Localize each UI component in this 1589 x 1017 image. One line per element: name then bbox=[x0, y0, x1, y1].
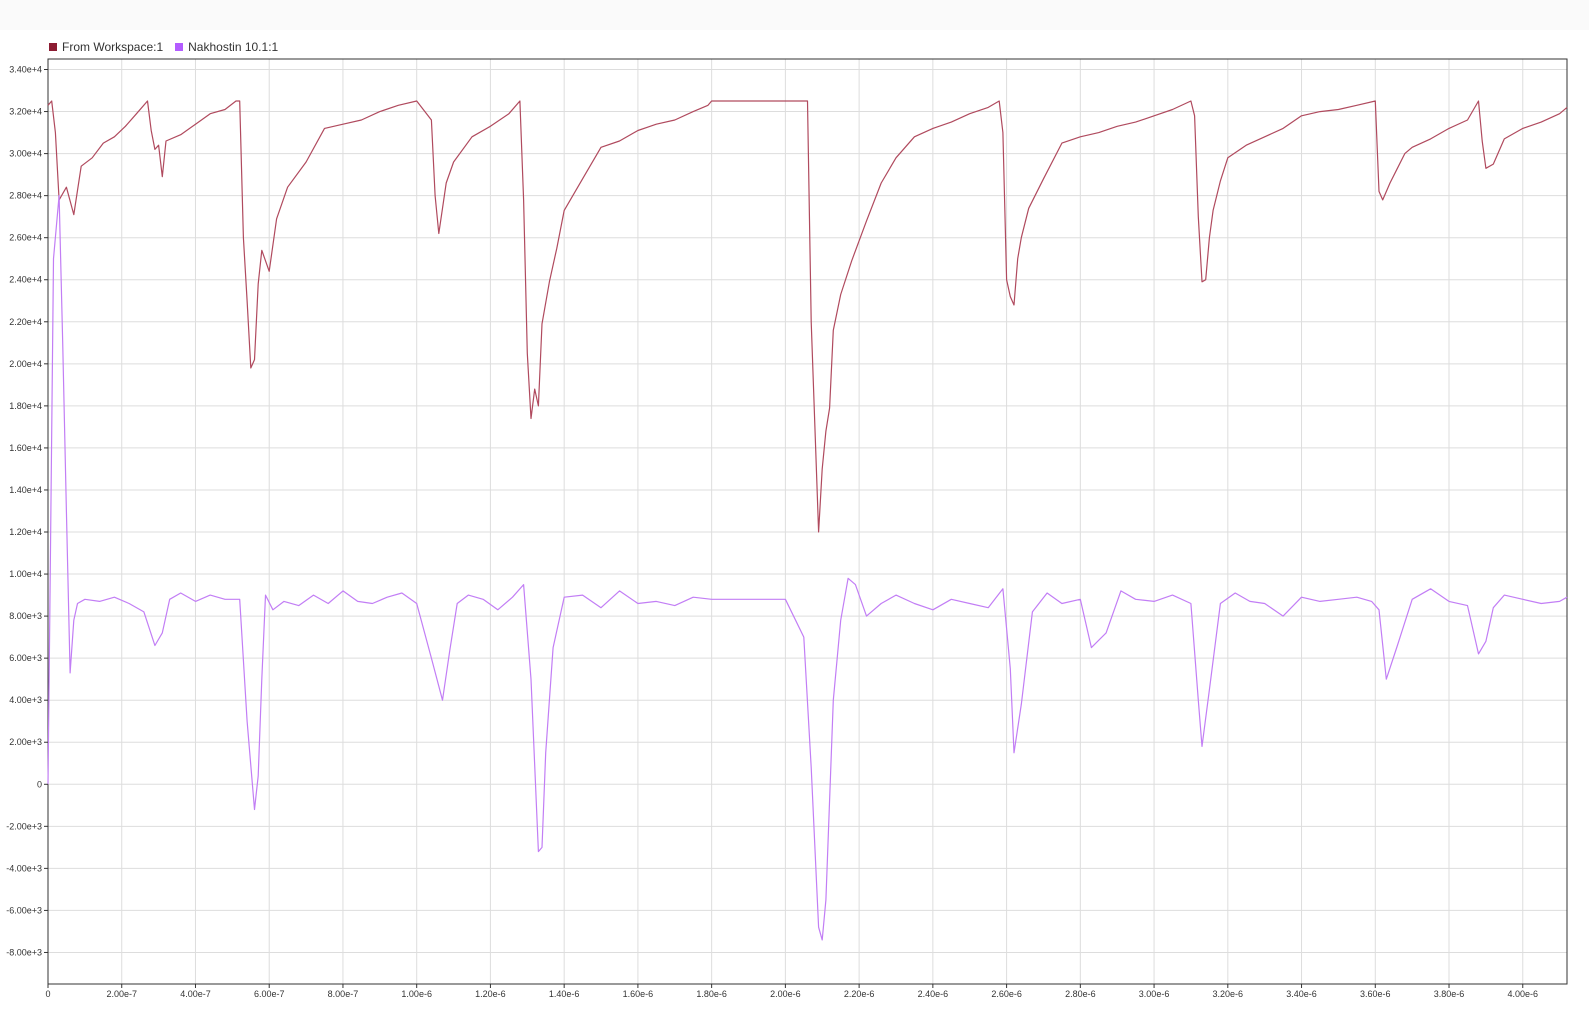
x-tick-label: 2.60e-6 bbox=[991, 989, 1022, 999]
y-tick-label: 2.60e+4 bbox=[9, 233, 42, 243]
legend-swatch-from-workspace bbox=[49, 43, 57, 51]
y-tick-label: -2.00e+3 bbox=[6, 821, 42, 831]
x-tick-label: 1.00e-6 bbox=[401, 989, 432, 999]
y-tick-label: 2.80e+4 bbox=[9, 191, 42, 201]
grid-lines bbox=[48, 59, 1567, 984]
y-tick-label: 2.00e+4 bbox=[9, 359, 42, 369]
legend-label-from-workspace: From Workspace:1 bbox=[62, 40, 164, 54]
x-tick-label: 2.20e-6 bbox=[844, 989, 875, 999]
y-tick-label: 2.40e+4 bbox=[9, 275, 42, 285]
y-tick-label: 8.00e+3 bbox=[9, 611, 42, 621]
x-tick-label: 6.00e-7 bbox=[254, 989, 285, 999]
y-tick-label: 1.80e+4 bbox=[9, 401, 42, 411]
y-tick-label: 3.00e+4 bbox=[9, 149, 42, 159]
plot-area[interactable] bbox=[47, 58, 1568, 985]
x-tick-label: 2.80e-6 bbox=[1065, 989, 1096, 999]
y-tick-label: -4.00e+3 bbox=[6, 863, 42, 873]
x-tick-label: 8.00e-7 bbox=[328, 989, 359, 999]
y-axis: 3.40e+4 3.20e+4 3.00e+4 2.80e+4 2.60e+4 2.40e… bbox=[6, 65, 48, 957]
x-tick-label: 3.60e-6 bbox=[1360, 989, 1391, 999]
x-tick-label: 2.00e-6 bbox=[770, 989, 801, 999]
y-tick-label: 0 bbox=[37, 779, 42, 789]
x-tick-label: 2.00e-7 bbox=[106, 989, 137, 999]
x-tick-label: 1.20e-6 bbox=[475, 989, 506, 999]
toolbar-area bbox=[0, 0, 1589, 30]
y-tick-label: 3.40e+4 bbox=[9, 65, 42, 75]
x-tick-label: 4.00e-7 bbox=[180, 989, 211, 999]
y-tick-label: 3.20e+4 bbox=[9, 107, 42, 117]
legend-label-nakhostin: Nakhostin 10.1:1 bbox=[188, 40, 279, 54]
y-tick-label: 1.00e+4 bbox=[9, 569, 42, 579]
chart-legend: From Workspace:1 Nakhostin 10.1:1 bbox=[49, 39, 278, 55]
legend-item-from-workspace[interactable]: From Workspace:1 bbox=[49, 40, 163, 54]
y-tick-label: 2.20e+4 bbox=[9, 317, 42, 327]
x-tick-label: 3.00e-6 bbox=[1139, 989, 1170, 999]
x-tick-label: 4.00e-6 bbox=[1507, 989, 1538, 999]
y-tick-label: 1.20e+4 bbox=[9, 527, 42, 537]
x-tick-label: 3.80e-6 bbox=[1434, 989, 1465, 999]
y-tick-label: -6.00e+3 bbox=[6, 905, 42, 915]
y-tick-label: -8.00e+3 bbox=[6, 947, 42, 957]
y-tick-label: 1.40e+4 bbox=[9, 485, 42, 495]
x-tick-label: 3.20e-6 bbox=[1213, 989, 1244, 999]
x-tick-label: 3.40e-6 bbox=[1286, 989, 1317, 999]
y-tick-label: 2.00e+3 bbox=[9, 737, 42, 747]
y-tick-label: 4.00e+3 bbox=[9, 695, 42, 705]
x-tick-label: 1.60e-6 bbox=[623, 989, 654, 999]
series-line-from-workspace[interactable] bbox=[47, 100, 1568, 533]
legend-item-nakhostin[interactable]: Nakhostin 10.1:1 bbox=[175, 40, 278, 54]
legend-swatch-nakhostin bbox=[175, 43, 184, 51]
series-group bbox=[47, 100, 1568, 941]
x-tick-label: 1.80e-6 bbox=[696, 989, 727, 999]
y-tick-label: 1.60e+4 bbox=[9, 443, 42, 453]
x-tick-label: 1.40e-6 bbox=[549, 989, 580, 999]
x-tick-label: 2.40e-6 bbox=[918, 989, 949, 999]
series-line-nakhostin[interactable] bbox=[47, 195, 1568, 941]
x-tick-label: 0 bbox=[45, 989, 50, 999]
x-axis: 0 2.00e-7 4.00e-7 6.00e-7 8.00e-7 1.00e-6 1.20… bbox=[45, 984, 1538, 999]
y-tick-label: 6.00e+3 bbox=[9, 653, 42, 663]
